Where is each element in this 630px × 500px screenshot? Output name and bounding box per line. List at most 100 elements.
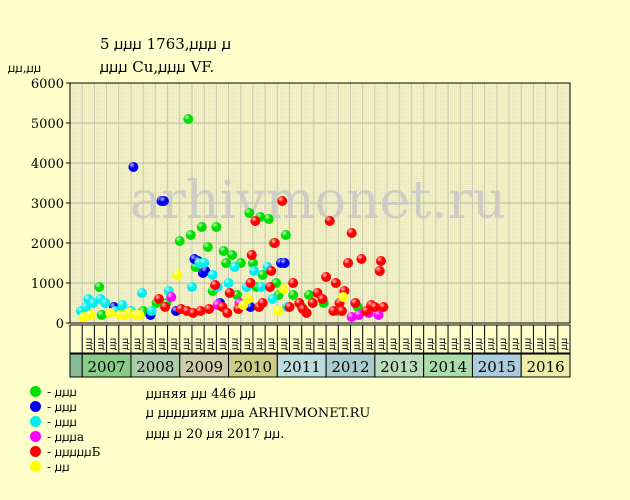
legend-label: - ꙡꙡꙡ bbox=[47, 400, 77, 414]
data-point bbox=[346, 228, 357, 238]
data-point-shine bbox=[222, 308, 233, 318]
data-point bbox=[304, 290, 315, 300]
data-point bbox=[378, 302, 389, 312]
data-point bbox=[134, 310, 145, 320]
data-point-shine bbox=[88, 298, 99, 308]
legend-dot bbox=[30, 386, 41, 397]
data-point-shine bbox=[186, 282, 197, 292]
data-point-shine bbox=[207, 270, 218, 280]
data-point-shine bbox=[146, 306, 157, 316]
legend-label: - ꙡꙡꙡ bbox=[47, 385, 77, 399]
y-tick-label: 0 bbox=[56, 317, 64, 332]
data-point bbox=[199, 258, 210, 268]
data-point bbox=[204, 304, 215, 314]
data-point-shine bbox=[369, 302, 380, 312]
data-point bbox=[324, 216, 335, 226]
data-point bbox=[256, 282, 267, 292]
data-point bbox=[195, 306, 206, 316]
legend-item: - ꙡꙡꙡ bbox=[30, 399, 100, 414]
legend-item: - ꙡꙡꙡ bbox=[30, 414, 100, 429]
data-point-shine bbox=[257, 270, 268, 280]
data-point bbox=[136, 288, 147, 298]
data-point-shine bbox=[288, 278, 299, 288]
data-point-shine bbox=[330, 278, 341, 288]
legend: - ꙡꙡꙡ - ꙡꙡꙡ - ꙡꙡꙡ - ꙡꙡꙡа - ꙡꙡꙡꙡꙡБ - ꙡꙡ bbox=[30, 384, 100, 474]
data-point bbox=[172, 270, 183, 280]
data-point bbox=[321, 272, 332, 282]
quarter-tick-label: ꙡꙡ bbox=[278, 338, 289, 350]
data-point-shine bbox=[249, 266, 260, 276]
quarter-tick-label: ꙡꙡ bbox=[315, 338, 326, 350]
data-point-shine bbox=[374, 266, 385, 276]
data-point-shine bbox=[373, 310, 384, 320]
data-point bbox=[369, 302, 380, 312]
data-point-shine bbox=[229, 262, 240, 272]
data-point bbox=[356, 254, 367, 264]
data-point bbox=[210, 280, 221, 290]
quarter-tick-label: ꙡꙡ bbox=[413, 338, 424, 350]
quarter-tick-label: ꙡꙡ bbox=[388, 338, 399, 350]
data-point-shine bbox=[321, 272, 332, 282]
legend-item: - ꙡꙡꙡꙡꙡБ bbox=[30, 444, 100, 459]
data-point bbox=[221, 258, 232, 268]
year-tick-label: 2014 bbox=[429, 358, 467, 376]
quarter-tick-label: ꙡꙡ bbox=[327, 338, 338, 350]
data-point-shine bbox=[265, 282, 275, 292]
quarter-tick-label: ꙡꙡ bbox=[559, 338, 570, 350]
quarter-tick-label: ꙡꙡ bbox=[352, 338, 363, 350]
chart-title-line1: 5 ꙡꙡꙡ 1763,ꙡꙡꙡ ꙡ bbox=[100, 35, 232, 53]
data-point bbox=[257, 270, 268, 280]
data-point-shine bbox=[210, 280, 221, 290]
quarter-tick-label: ꙡꙡ bbox=[498, 338, 509, 350]
legend-dot bbox=[30, 431, 41, 442]
data-point bbox=[278, 284, 289, 294]
quarter-tick-label: ꙡꙡ bbox=[291, 338, 302, 350]
quarter-tick-label: ꙡꙡ bbox=[437, 338, 448, 350]
data-point-shine bbox=[280, 230, 291, 240]
data-point bbox=[200, 266, 211, 276]
data-point bbox=[257, 298, 268, 308]
quarter-tick-label: ꙡꙡ bbox=[144, 338, 155, 350]
quarter-tick-label: ꙡꙡ bbox=[535, 338, 546, 350]
year-cell bbox=[520, 353, 571, 378]
quarter-tick-label: ꙡꙡ bbox=[425, 338, 436, 350]
data-point-shine bbox=[195, 306, 206, 316]
data-point-shine bbox=[196, 222, 207, 232]
data-point-shine bbox=[200, 266, 211, 276]
quarter-tick-label: ꙡꙡ bbox=[254, 338, 265, 350]
data-point-shine bbox=[378, 302, 389, 312]
data-point bbox=[218, 246, 229, 256]
year-tick-label: 2007 bbox=[87, 358, 125, 376]
year-cell-lead bbox=[69, 353, 83, 378]
data-point-shine bbox=[221, 258, 232, 268]
data-point-shine bbox=[256, 282, 267, 292]
year-tick-label: 2009 bbox=[185, 358, 223, 376]
legend-dot bbox=[30, 401, 41, 412]
watermark: arhivmonet.ru bbox=[130, 171, 506, 231]
quarter-tick-label: ꙡꙡ bbox=[547, 338, 558, 350]
data-point-shine bbox=[204, 304, 215, 314]
data-point bbox=[350, 298, 361, 308]
data-point bbox=[96, 310, 107, 320]
year-tick-label: 2008 bbox=[136, 358, 174, 376]
data-point bbox=[80, 302, 91, 312]
data-point bbox=[146, 306, 157, 316]
legend-label: - ꙡꙡꙡ bbox=[47, 415, 77, 429]
quarter-tick-label: ꙡꙡ bbox=[339, 338, 350, 350]
data-point bbox=[243, 294, 254, 304]
quarter-tick-label: ꙡꙡ bbox=[132, 338, 143, 350]
data-point-shine bbox=[85, 310, 96, 320]
data-point bbox=[288, 290, 299, 300]
data-point-shine bbox=[343, 258, 354, 268]
legend-label: - ꙡꙡ bbox=[47, 460, 70, 474]
data-point-shine bbox=[160, 302, 171, 312]
y-tick-label: 6000 bbox=[31, 77, 64, 92]
data-point-shine bbox=[277, 196, 288, 206]
data-point-shine bbox=[266, 266, 277, 276]
chart-title-line2: ꙡꙡꙡ Cu,ꙡꙡꙡ VF. bbox=[100, 58, 215, 76]
data-point bbox=[375, 256, 386, 266]
y-tick-label: 2000 bbox=[31, 237, 64, 252]
legend-label: - ꙡꙡꙡа bbox=[47, 430, 85, 444]
data-point-shine bbox=[246, 250, 257, 260]
data-point-shine bbox=[128, 162, 139, 172]
